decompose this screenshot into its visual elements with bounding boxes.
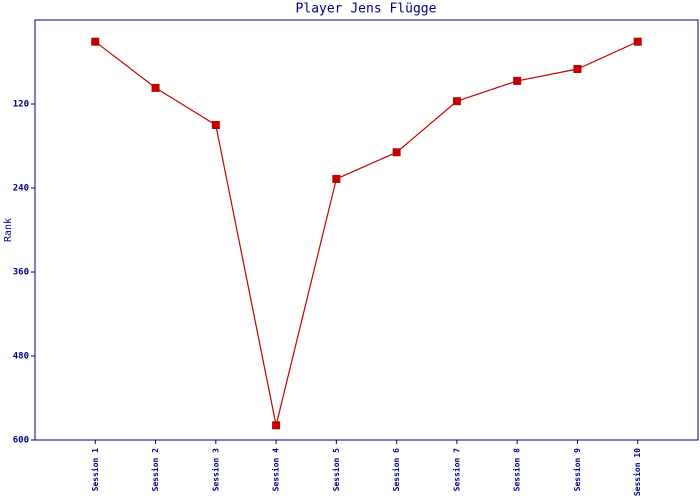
y-tick-label: 240 <box>13 184 29 194</box>
data-point <box>91 37 100 46</box>
x-tick-label: Session 8 <box>512 448 522 492</box>
x-tick-label: Session 4 <box>271 448 281 492</box>
data-point <box>392 148 401 157</box>
chart-title: Player Jens Flügge <box>296 2 437 17</box>
data-point <box>513 76 522 85</box>
x-tick-label: Session 6 <box>391 448 401 492</box>
x-tick-label: Session 5 <box>331 448 341 492</box>
data-point <box>211 121 220 129</box>
data-point <box>332 174 341 183</box>
x-tick-label: Session 10 <box>632 448 642 496</box>
series-line <box>94 41 638 426</box>
y-tick-label: 120 <box>13 100 29 110</box>
x-tick-label: Session 3 <box>210 448 220 492</box>
x-tick-label: Session 9 <box>572 448 582 492</box>
y-axis-label: Rank <box>3 218 14 242</box>
y-tick-label: 480 <box>13 352 29 362</box>
x-tick-label: Session 2 <box>150 448 160 492</box>
data-point <box>573 65 582 73</box>
y-tick-label: 360 <box>13 268 29 278</box>
y-tick-label: 600 <box>13 436 29 446</box>
data-point <box>151 83 160 92</box>
data-point <box>633 37 642 46</box>
data-point <box>272 421 281 430</box>
plot-area <box>34 19 699 441</box>
x-tick-label: Session 7 <box>451 448 461 492</box>
data-point <box>452 97 461 106</box>
x-tick-label: Session 1 <box>90 448 100 492</box>
